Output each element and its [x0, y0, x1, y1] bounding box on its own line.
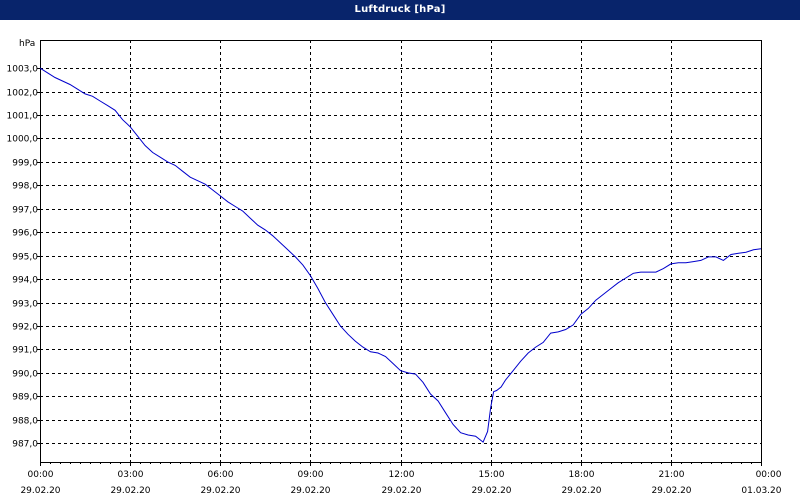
y-tick-label: 990,0 — [12, 370, 38, 380]
x-tick-time-label: 12:00 — [389, 470, 415, 480]
x-tick-date-label: 29.02.20 — [381, 486, 421, 496]
y-tick-label: 994,0 — [12, 276, 38, 286]
y-tick-label: 992,0 — [12, 323, 38, 333]
x-tick-date-label: 29.02.20 — [200, 486, 240, 496]
x-tick-time-label: 09:00 — [298, 470, 324, 480]
y-tick-label: 998,0 — [12, 182, 38, 192]
x-tick-date-label: 29.02.20 — [110, 486, 150, 496]
y-tick-label: 996,0 — [12, 229, 38, 239]
x-tick-time-label: 18:00 — [569, 470, 595, 480]
y-tick-label: 1001,0 — [7, 112, 39, 122]
x-tick-date-label: 01.03.20 — [741, 486, 781, 496]
y-tick-label: 989,0 — [12, 393, 38, 403]
x-tick-time-label: 15:00 — [479, 470, 505, 480]
y-tick-label: 993,0 — [12, 300, 38, 310]
y-tick-label: 991,0 — [12, 346, 38, 356]
x-tick-date-label: 29.02.20 — [290, 486, 330, 496]
x-tick-time-label: 00:00 — [28, 470, 54, 480]
y-axis-label: hPa — [19, 39, 35, 49]
x-tick-date-label: 29.02.20 — [561, 486, 601, 496]
x-tick-time-label: 00:00 — [756, 470, 782, 480]
x-tick-time-label: 03:00 — [118, 470, 144, 480]
y-tick-label: 1000,0 — [7, 135, 39, 145]
x-tick-date-label: 29.02.20 — [651, 486, 691, 496]
x-axis-ticks: 00:00 29.02.20 03:00 29.02.20 06:00 29.02.20 0… — [20, 462, 782, 496]
pressure-line-chart: 987,0 988,0 989,0 990,0 991,0 992,0 993,0 994,0… — [7, 39, 782, 496]
chart-title: Luftdruck [hPa] — [0, 0, 800, 20]
pressure-series-line — [39, 67, 762, 443]
y-tick-label: 988,0 — [12, 417, 38, 427]
x-tick-date-label: 29.02.20 — [20, 486, 60, 496]
grid-lines — [40, 40, 761, 462]
y-tick-label: 997,0 — [12, 206, 38, 216]
y-axis-ticks: 987,0 988,0 989,0 990,0 991,0 992,0 993,0 994,0… — [7, 65, 40, 450]
y-tick-label: 999,0 — [12, 159, 38, 169]
x-tick-time-label: 06:00 — [208, 470, 234, 480]
y-tick-label: 987,0 — [12, 440, 38, 450]
y-tick-label: 1003,0 — [7, 65, 39, 75]
y-tick-label: 995,0 — [12, 253, 38, 263]
x-tick-time-label: 21:00 — [659, 470, 685, 480]
y-tick-label: 1002,0 — [7, 89, 39, 99]
x-tick-date-label: 29.02.20 — [471, 486, 511, 496]
